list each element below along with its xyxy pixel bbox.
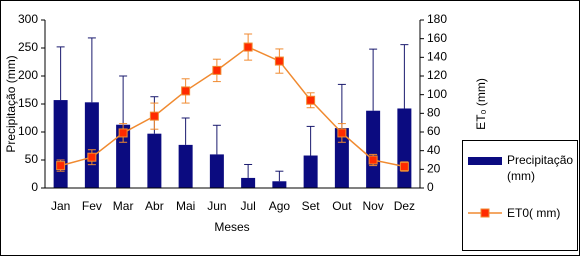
legend-swatch bbox=[468, 157, 502, 165]
x-tick-label: Out bbox=[332, 199, 352, 213]
line-marker bbox=[56, 161, 66, 171]
x-tick-label: Jan bbox=[51, 199, 70, 213]
bar bbox=[116, 124, 131, 188]
bar bbox=[178, 144, 193, 188]
y-tick-label: 0 bbox=[31, 180, 38, 194]
legend-label: Precipitação (mm) bbox=[507, 153, 574, 183]
x-tick-label: Fev bbox=[82, 199, 102, 213]
y2-tick-label: 80 bbox=[427, 106, 441, 120]
x-tick-label: Ago bbox=[269, 199, 291, 213]
bar bbox=[397, 108, 412, 188]
legend-label: ET0( mm) bbox=[507, 206, 561, 220]
line-marker bbox=[181, 86, 191, 96]
line-marker bbox=[306, 95, 316, 105]
x-tick-label: Set bbox=[302, 199, 321, 213]
y2-tick-label: 60 bbox=[427, 124, 441, 138]
y-tick-label: 100 bbox=[18, 124, 38, 138]
y2-axis-label: ET₀ (mm) bbox=[474, 78, 488, 130]
y2-tick-label: 20 bbox=[427, 162, 441, 176]
y-tick-label: 250 bbox=[18, 40, 38, 54]
line-marker bbox=[243, 42, 253, 52]
line bbox=[60, 46, 405, 168]
x-tick-label: Abr bbox=[145, 199, 164, 213]
bar bbox=[209, 154, 224, 188]
line-marker bbox=[399, 162, 409, 172]
x-tick-label: Mai bbox=[176, 199, 195, 213]
y-tick-label: 150 bbox=[18, 96, 38, 110]
y-tick-label: 50 bbox=[25, 152, 39, 166]
line-marker bbox=[337, 128, 347, 138]
y2-tick-label: 0 bbox=[427, 180, 434, 194]
line-marker bbox=[274, 56, 284, 66]
bar bbox=[334, 128, 349, 188]
bar bbox=[366, 110, 381, 188]
y2-tick-label: 40 bbox=[427, 143, 441, 157]
x-tick-label: Jun bbox=[207, 199, 226, 213]
line-marker bbox=[212, 65, 222, 75]
y2-tick-label: 180 bbox=[427, 12, 447, 26]
line-marker bbox=[118, 128, 128, 138]
y2-tick-label: 120 bbox=[427, 68, 447, 82]
y2-tick-label: 140 bbox=[427, 50, 447, 64]
y-tick-label: 300 bbox=[18, 12, 38, 26]
bar bbox=[53, 100, 68, 188]
bar bbox=[84, 102, 99, 188]
bar bbox=[272, 181, 287, 188]
x-tick-label: Dez bbox=[394, 199, 415, 213]
y-tick-label: 200 bbox=[18, 68, 38, 82]
bar bbox=[303, 155, 318, 188]
y2-tick-label: 160 bbox=[427, 31, 447, 45]
bar bbox=[147, 133, 162, 188]
y-axis-label: Precipitação (mm) bbox=[4, 55, 18, 152]
x-axis-label: Meses bbox=[214, 220, 249, 234]
y2-tick-label: 100 bbox=[427, 87, 447, 101]
x-tick-label: Mar bbox=[113, 199, 134, 213]
x-tick-label: Jul bbox=[240, 199, 255, 213]
x-tick-label: Nov bbox=[362, 199, 383, 213]
bar bbox=[241, 177, 256, 188]
line-marker bbox=[149, 111, 159, 121]
line-marker bbox=[87, 152, 97, 162]
legend-marker bbox=[480, 208, 490, 218]
line-marker bbox=[368, 155, 378, 165]
